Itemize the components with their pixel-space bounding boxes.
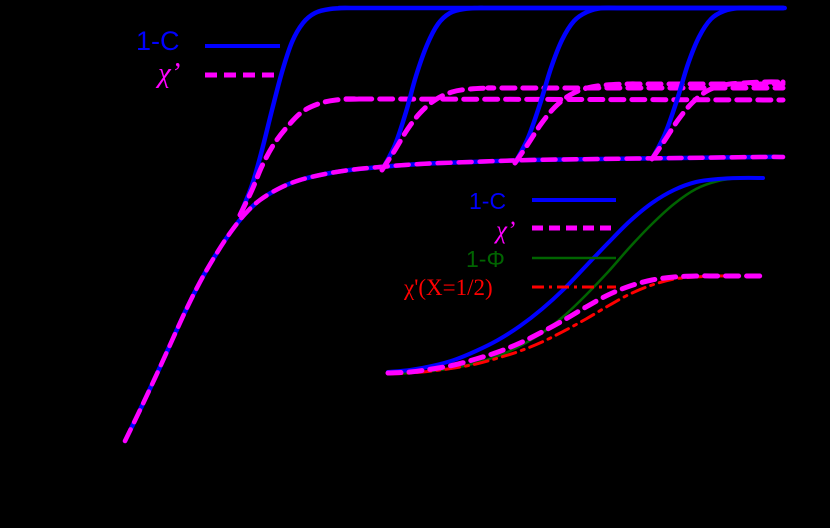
legend-inset-label-chi: χ’ (496, 217, 516, 244)
curve-step-1-1-c (237, 5, 786, 218)
curve-step-2-1-c (379, 5, 786, 173)
inset-curve-1-c (386, 175, 765, 374)
legend-inset: 1-C χ’ 1-Φ χ'(X=1/2) (404, 190, 619, 310)
curve-step-2-chi (379, 85, 786, 173)
legend-inset-label-1-c: 1-C (469, 188, 507, 214)
curve-step-3-1-c (512, 5, 786, 166)
curve-step-4-1-c (649, 5, 787, 162)
curve-envelope-chi (122, 154, 786, 444)
legend-inset-label-1-phi: 1-Φ (466, 246, 505, 272)
curve-step-3-chi (512, 81, 786, 166)
series-layer (122, 5, 787, 444)
legend-main-label-1-c: 1-C (136, 26, 180, 56)
curve-step-4-chi (649, 79, 787, 162)
legend-inset-label-chi-x-half: χ'(X=1/2) (404, 275, 493, 300)
legend-main-keys (205, 44, 280, 78)
legend-inset-keys (532, 198, 616, 289)
legend-main: 1-C χ’ (130, 28, 300, 94)
inset-curve-chi (385, 273, 766, 376)
curve-step-1-chi (237, 96, 786, 218)
legend-main-label-chi: χ’ (158, 57, 181, 89)
